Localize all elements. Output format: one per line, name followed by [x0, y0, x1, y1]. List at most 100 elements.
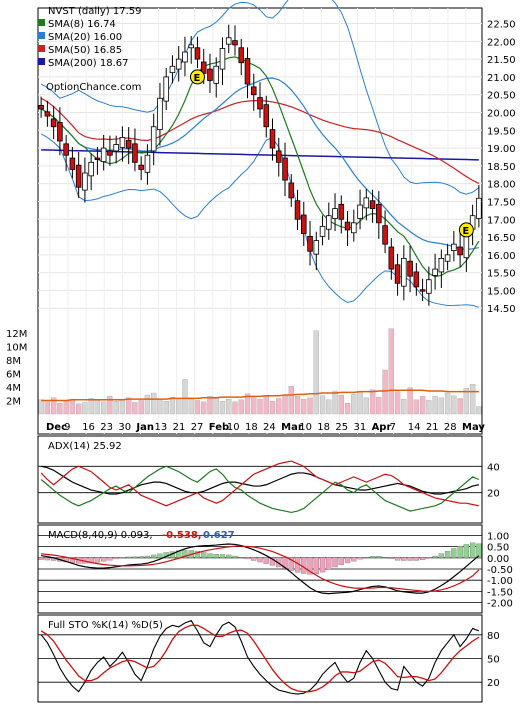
date-tick-label: Jan — [135, 422, 154, 433]
macd-histogram-bar — [332, 557, 338, 568]
volume-tick-label: 12M — [6, 329, 27, 340]
candle-body — [150, 126, 157, 152]
volume-bar — [288, 386, 294, 415]
macd-histogram-bar — [38, 557, 44, 560]
candle-body — [63, 143, 69, 156]
macd-histogram-bar — [288, 557, 294, 571]
candle-body — [144, 154, 151, 173]
legend-label: SMA(8) 16.74 — [48, 19, 116, 30]
candle-body — [57, 122, 63, 142]
price-tick-label: 15.50 — [487, 269, 516, 280]
macd-label: MACD(8,40,9) 0.093, — [48, 530, 153, 541]
volume-bar — [351, 394, 357, 415]
price-tick-label: 19.00 — [487, 144, 516, 155]
volume-bar — [176, 399, 182, 415]
indicator-tick-label: 40 — [487, 462, 500, 473]
stoch-k-line — [40, 619, 480, 695]
earnings-marker — [189, 69, 205, 85]
indicator-tick-label: 1.00 — [487, 531, 509, 542]
candle-body — [457, 246, 463, 256]
volume-bar — [182, 379, 188, 415]
macd-histogram-bar — [207, 553, 213, 558]
macd-histogram-bar — [313, 557, 319, 575]
macd-histogram-bar — [357, 557, 363, 560]
price-tick-label: 16.00 — [487, 251, 516, 262]
price-tick-label: 19.50 — [487, 126, 516, 137]
date-tick-label: 10 — [227, 422, 240, 433]
candle-body — [69, 157, 76, 170]
candle-body — [225, 37, 232, 45]
candle-body — [88, 161, 94, 177]
macd-histogram-bar — [276, 557, 282, 568]
volume-bar — [276, 398, 282, 415]
price-tick-label: 20.50 — [487, 91, 516, 102]
volume-bar — [251, 397, 257, 415]
date-tick-label: 28 — [444, 422, 457, 433]
volume-bar — [476, 406, 482, 415]
volume-tick-label: 6M — [6, 369, 21, 380]
macd-histogram-bar — [376, 556, 382, 558]
macd-histogram-bar — [319, 557, 326, 573]
volume-bar — [457, 398, 463, 415]
price-tick-label: 22.00 — [487, 37, 516, 48]
macd-histogram-bar — [269, 557, 276, 566]
candle-body — [275, 150, 282, 163]
earnings-marker — [458, 222, 474, 238]
candle-body — [413, 271, 420, 288]
macd-histogram-bar — [369, 556, 376, 558]
legend-swatch — [38, 32, 45, 39]
volume-bar — [426, 400, 432, 415]
volume-bar — [301, 398, 307, 415]
date-tick-label: Feb — [209, 422, 229, 433]
indicator-tick-label: 80 — [487, 631, 500, 642]
macd-histogram-bar — [44, 557, 51, 561]
legend-swatch — [38, 19, 45, 26]
macd-histogram-bar — [338, 557, 344, 565]
macd-histogram-bar — [344, 557, 351, 564]
macd-histogram-bar — [476, 543, 482, 558]
price-panel-frame — [37, 7, 483, 435]
macd-histogram-bar — [144, 555, 151, 558]
legend-swatch — [38, 45, 45, 52]
candle-body — [194, 47, 201, 60]
candle-body — [263, 104, 270, 128]
macd-histogram-bar — [138, 556, 144, 558]
volume-bar — [263, 396, 269, 415]
candle-body — [113, 144, 119, 152]
candle-body — [219, 48, 226, 70]
volume-average-line — [41, 389, 479, 402]
volume-bar — [157, 398, 163, 415]
volume-bar — [219, 400, 226, 415]
candle-body — [313, 240, 320, 255]
volume-bar — [151, 392, 157, 415]
candle-body — [282, 157, 288, 181]
macd-histogram-bar — [451, 548, 457, 558]
volume-bar — [357, 391, 363, 415]
volume-tick-label: 2M — [6, 396, 21, 407]
volume-bar — [188, 397, 194, 415]
indicator-tick-label: 20 — [487, 678, 500, 689]
volume-bar — [38, 399, 44, 415]
date-tick-label: 14 — [408, 422, 421, 433]
macd-histogram-bar — [463, 544, 470, 558]
date-tick-label: 24 — [263, 422, 276, 433]
volume-tick-label: 10M — [6, 342, 27, 353]
earnings-marker-label: E — [193, 73, 200, 84]
volume-bar — [307, 397, 313, 415]
date-tick-label: 16 — [82, 422, 95, 433]
date-tick-label: Apr — [372, 422, 392, 433]
volume-bar — [69, 398, 76, 415]
macd-histogram-bar — [63, 557, 69, 563]
legend-swatch — [38, 58, 45, 65]
macd-histogram-bar — [232, 555, 238, 558]
date-tick-label: May — [462, 422, 485, 433]
date-tick-label: 21 — [173, 422, 186, 433]
stoch-label: Full STO %K(14) %D(5) — [48, 620, 163, 631]
candle-body — [157, 97, 163, 130]
volume-bar — [294, 396, 301, 415]
volume-bar — [201, 401, 207, 415]
macd-histogram-bar — [151, 554, 157, 558]
macd-histogram-bar — [113, 557, 119, 560]
volume-bar — [432, 396, 438, 415]
